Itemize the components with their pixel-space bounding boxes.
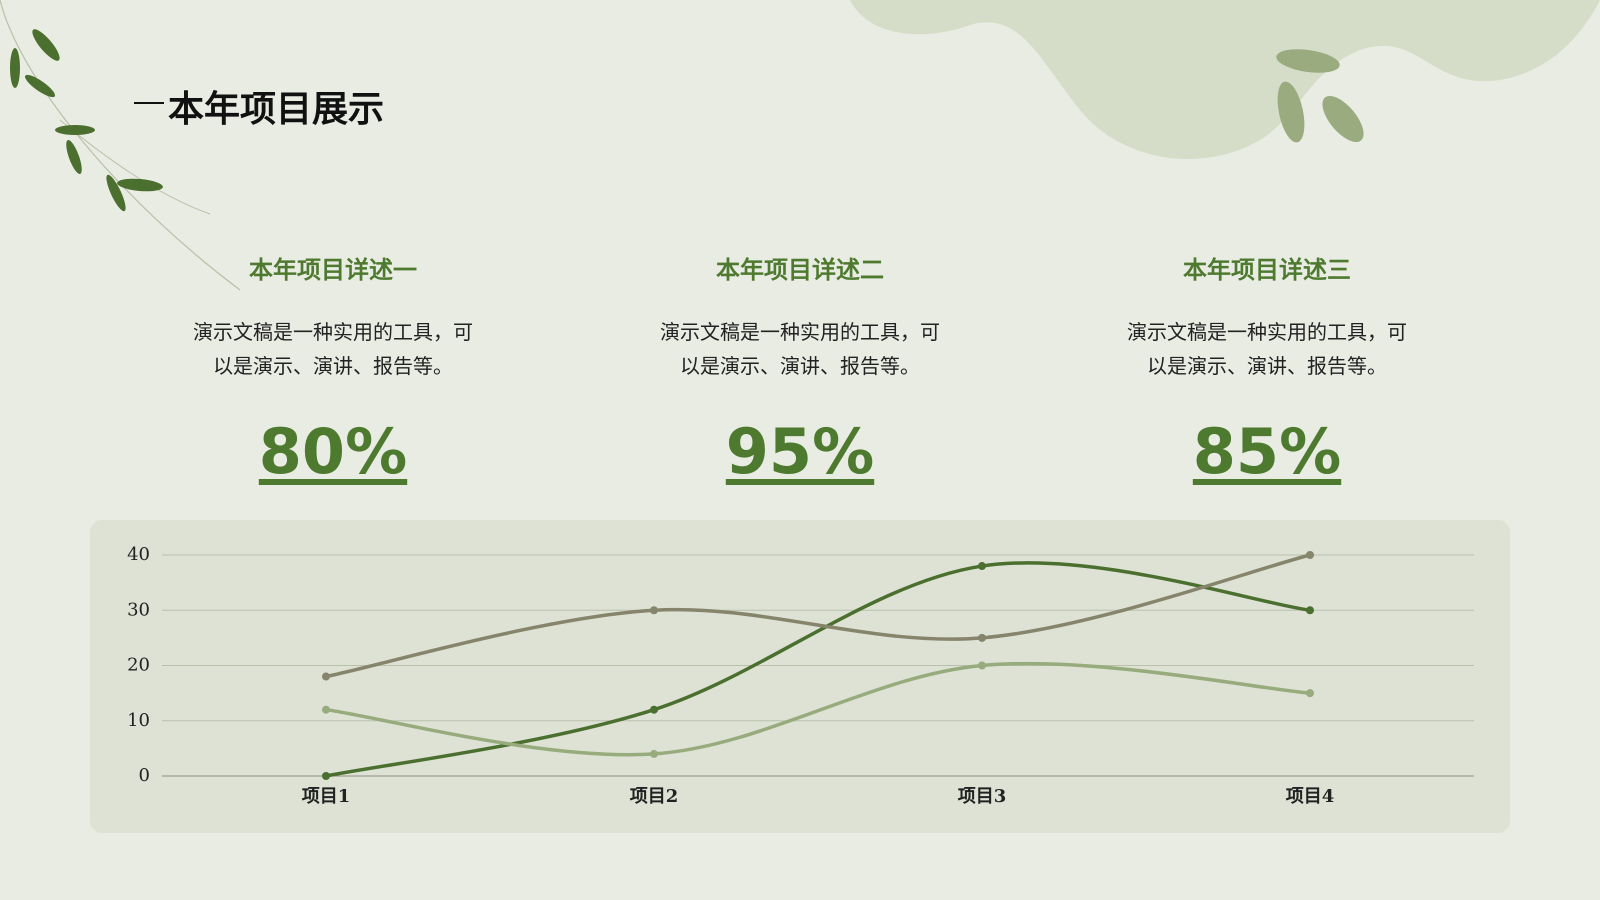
x-tick-label: 项目1 — [302, 786, 351, 807]
card-percent: 80% — [258, 415, 408, 488]
y-tick-label: 20 — [127, 655, 150, 676]
x-tick-label: 项目3 — [958, 786, 1007, 807]
branch — [0, 0, 241, 291]
card-text-line: 演示文稿是一种实用的工具，可 — [1127, 320, 1407, 344]
card: 本年项目详述一演示文稿是一种实用的工具，可 以是演示、演讲、报告等。 80% — [123, 250, 543, 488]
chart: 0 10 20 30 40 项目1 项目2 项目3 项目4 — [127, 544, 1474, 807]
card-title: 本年项目详述二 — [716, 256, 884, 284]
card-percent: 85% — [1192, 415, 1342, 488]
leaf — [32, 29, 60, 61]
y-tick-label: 0 — [139, 765, 150, 786]
page-title: 本年项目展示 — [168, 89, 385, 130]
card-text: 演示文稿是一种实用的工具，可 以是演示、演讲、报告等。 — [1057, 315, 1477, 383]
data-point — [650, 749, 658, 758]
card-text: 演示文稿是一种实用的工具，可 以是演示、演讲、报告等。 — [123, 315, 543, 383]
data-point — [322, 772, 330, 780]
blob-decoration — [850, 0, 1600, 160]
card-text: 演示文稿是一种实用的工具，可 以是演示、演讲、报告等。 — [590, 315, 1010, 383]
data-point — [322, 705, 330, 714]
data-point — [1306, 606, 1314, 615]
data-point — [978, 661, 986, 670]
data-point — [978, 562, 986, 571]
data-point — [1306, 689, 1314, 698]
card-text-line: 演示文稿是一种实用的工具，可 — [660, 320, 940, 344]
line-series — [325, 661, 1311, 757]
card-text-line: 以是演示、演讲、报告等。 — [680, 354, 920, 378]
y-tick-label: 30 — [127, 599, 150, 620]
leaf — [1276, 49, 1340, 73]
leaf — [66, 139, 82, 175]
card-title: 本年项目详述三 — [1183, 256, 1351, 284]
data-point — [978, 633, 986, 642]
card-text-line: 演示文稿是一种实用的工具，可 — [193, 320, 473, 344]
data-point — [1306, 551, 1314, 559]
leaf — [1277, 81, 1305, 143]
leaf — [55, 125, 95, 135]
y-tick-label: 10 — [127, 710, 150, 731]
leaf — [24, 74, 56, 98]
x-tick-label: 项目4 — [1286, 786, 1335, 807]
y-tick-label: 40 — [127, 544, 150, 565]
card-title: 本年项目详述一 — [249, 256, 417, 284]
data-point — [650, 705, 658, 714]
leaf — [106, 174, 126, 212]
x-tick-label: 项目2 — [630, 786, 679, 807]
card: 本年项目详述三演示文稿是一种实用的工具，可 以是演示、演讲、报告等。 85% — [1057, 250, 1477, 488]
leaf — [10, 48, 20, 88]
line-series — [325, 553, 1311, 679]
line-series — [325, 561, 1311, 778]
data-point — [650, 606, 658, 615]
card: 本年项目详述二演示文稿是一种实用的工具，可 以是演示、演讲、报告等。 95% — [590, 250, 1010, 488]
leaf — [1322, 95, 1364, 143]
card-text-line: 以是演示、演讲、报告等。 — [213, 354, 453, 378]
card-percent: 95% — [725, 415, 875, 488]
leaf — [117, 178, 163, 192]
card-text-line: 以是演示、演讲、报告等。 — [1147, 354, 1387, 378]
data-point — [322, 672, 330, 681]
